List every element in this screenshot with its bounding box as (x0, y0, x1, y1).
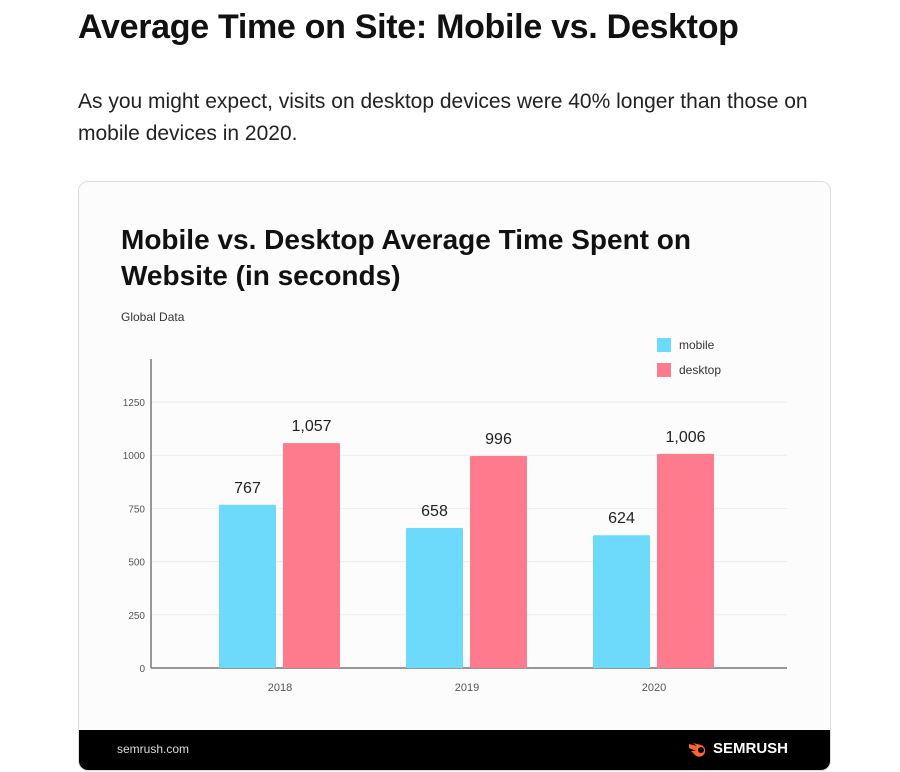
data-label: 1,057 (291, 418, 331, 435)
bar-mobile-2020 (593, 535, 650, 668)
y-tick-label: 250 (128, 611, 145, 622)
bar-chart: 0 250 500 750 1000 1250 767 1,057 2018 658 996 2019… (123, 338, 787, 694)
y-tick-label: 0 (139, 664, 145, 675)
chart-card: Mobile vs. Desktop Average Time Spent on… (78, 181, 831, 771)
legend-label-desktop: desktop (679, 363, 721, 377)
y-tick-label: 500 (128, 558, 145, 569)
page-heading: Average Time on Site: Mobile vs. Desktop (78, 8, 739, 46)
intro-paragraph: As you might expect, visits on desktop d… (78, 90, 808, 145)
x-tick-label: 2018 (268, 682, 292, 694)
bar-desktop-2019 (470, 456, 527, 668)
x-tick-label: 2020 (642, 682, 666, 694)
chart-title: Mobile vs. Desktop Average Time Spent on… (121, 224, 691, 291)
legend-swatch-mobile (657, 338, 671, 352)
data-label: 767 (234, 480, 261, 497)
x-tick-label: 2019 (455, 682, 479, 694)
bar-desktop-2018 (283, 443, 340, 668)
legend-label-mobile: mobile (679, 338, 715, 352)
legend-swatch-desktop (657, 363, 671, 377)
bar-mobile-2018 (219, 504, 276, 668)
semrush-flame-icon (688, 742, 706, 757)
bar-desktop-2020 (657, 453, 714, 668)
data-label: 624 (608, 510, 635, 527)
semrush-logo: SEMRUSH (687, 740, 788, 757)
chart-subtitle: Global Data (121, 310, 185, 324)
semrush-brand: SEMRUSH (712, 740, 788, 757)
source-label: semrush.com (117, 742, 190, 756)
y-tick-label: 1250 (123, 398, 146, 409)
y-tick-label: 1000 (123, 451, 146, 462)
chart-footer: semrush.com SEMRUSH (79, 730, 830, 770)
data-label: 996 (485, 431, 512, 448)
y-tick-label: 750 (128, 504, 145, 515)
data-label: 658 (421, 503, 448, 520)
bar-mobile-2019 (406, 527, 463, 668)
data-label: 1,006 (665, 429, 705, 446)
